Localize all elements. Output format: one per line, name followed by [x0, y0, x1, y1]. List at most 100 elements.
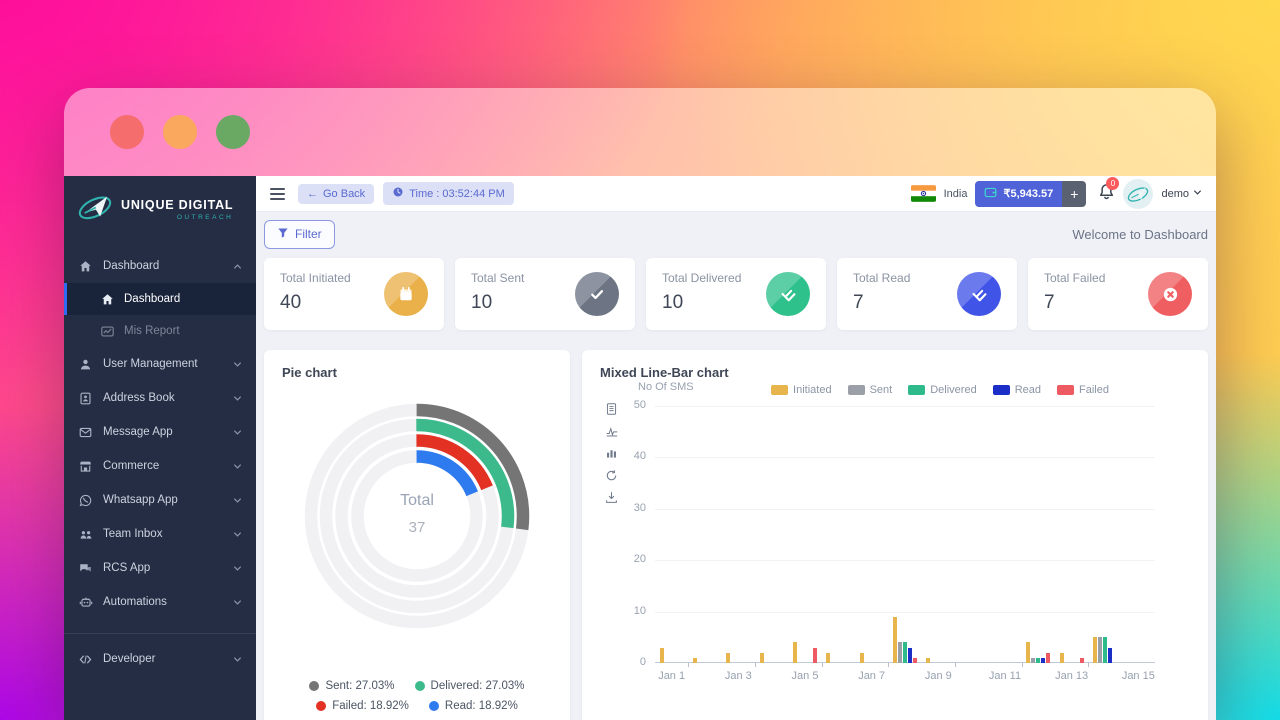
- app-frame: UNIQUE DIGITAL OUTREACH Dashboard Dashboa…: [64, 176, 1216, 720]
- x-tick-label: Jan 13: [1055, 670, 1089, 682]
- bar-initiated-jan3[interactable]: [726, 652, 731, 663]
- notifications-button[interactable]: 0: [1098, 176, 1120, 205]
- stat-label: Total Sent: [471, 271, 525, 285]
- sidebar-item-address-book[interactable]: Address Book: [64, 381, 256, 415]
- sidebar-item-message-app[interactable]: Message App: [64, 415, 256, 449]
- sidebar-item-label: Automations: [103, 596, 167, 608]
- bar-read-jan8[interactable]: [908, 647, 912, 663]
- add-funds-button[interactable]: +: [1062, 180, 1087, 207]
- check-icon: [575, 272, 619, 316]
- bar-failed-jan13[interactable]: [1079, 657, 1084, 663]
- download-icon[interactable]: [605, 491, 619, 504]
- x-axis-tick: [755, 663, 756, 667]
- x-axis-tick: [1088, 663, 1090, 667]
- mixed-legend-item-initiated[interactable]: Initiated: [771, 384, 832, 396]
- sidebar-item-rcs-app[interactable]: RCS App: [64, 551, 256, 585]
- close-traffic-light[interactable]: [110, 115, 144, 149]
- pie-legend-item-failed[interactable]: Failed: 18.92%: [316, 700, 409, 712]
- stat-card-total-failed: Total Failed 7: [1028, 258, 1208, 330]
- sidebar-item-team-inbox[interactable]: Team Inbox: [64, 517, 256, 551]
- stat-value: 10: [662, 292, 684, 313]
- donut-chart: Total 37: [301, 400, 533, 632]
- bar-initiated-jan7[interactable]: [859, 652, 864, 663]
- stat-label: Total Delivered: [662, 271, 742, 285]
- envelope-icon: [78, 425, 93, 440]
- data-view-icon[interactable]: [605, 402, 619, 416]
- sidebar-item-label: Developer: [103, 653, 156, 665]
- sidebar-item-user-management[interactable]: User Management: [64, 347, 256, 381]
- mixed-legend-label: Sent: [869, 384, 893, 396]
- stat-card-total-sent: Total Sent 10: [455, 258, 635, 330]
- bar-initiated-jan14[interactable]: [1093, 637, 1097, 663]
- pie-legend-item-sent[interactable]: Sent: 27.03%: [309, 680, 395, 692]
- bar-type-icon[interactable]: [605, 447, 619, 460]
- time-display: Time : 03:52:44 PM: [383, 182, 514, 205]
- pie-legend-item-delivered[interactable]: Delivered: 27.03%: [414, 680, 525, 692]
- sidebar-item-whatsapp-app[interactable]: Whatsapp App: [64, 483, 256, 517]
- sidebar-item-automations[interactable]: Automations: [64, 585, 256, 619]
- bar-failed-jan8[interactable]: [913, 657, 917, 663]
- bar-sent-jan12[interactable]: [1031, 657, 1036, 663]
- bar-failed-jan5[interactable]: [813, 647, 817, 663]
- sidebar-item-commerce[interactable]: Commerce: [64, 449, 256, 483]
- bar-read-jan14[interactable]: [1108, 647, 1112, 663]
- funnel-icon: [277, 227, 289, 242]
- sidebar-item-label: Message App: [103, 426, 173, 438]
- bar-initiated-jan6[interactable]: [826, 652, 831, 663]
- bar-initiated-jan12[interactable]: [1026, 642, 1031, 663]
- y-tick-label: 0: [639, 656, 646, 668]
- x-circle-icon: [1148, 272, 1192, 316]
- gridline: [655, 508, 1155, 510]
- user-avatar[interactable]: [1123, 178, 1154, 209]
- double-check-icon: [766, 272, 810, 316]
- bar-delivered-jan12[interactable]: [1036, 657, 1041, 663]
- legend-chip-icon: [908, 385, 926, 395]
- sidebar-item-developer[interactable]: Developer: [64, 642, 256, 676]
- bar-initiated-jan2[interactable]: [693, 657, 697, 663]
- gridline: [655, 560, 1155, 562]
- chevron-down-icon: [233, 530, 242, 539]
- calendar-icon: [384, 272, 428, 316]
- wallet-icon: [984, 186, 997, 202]
- sidebar-subitem-label: Dashboard: [124, 293, 181, 305]
- logo-title: UNIQUE DIGITAL: [121, 198, 234, 212]
- mixed-legend-item-read[interactable]: Read: [992, 384, 1041, 396]
- go-back-button[interactable]: ← Go Back: [298, 183, 375, 204]
- sidebar: UNIQUE DIGITAL OUTREACH Dashboard Dashboa…: [64, 176, 256, 720]
- user-menu[interactable]: demo: [1161, 188, 1202, 200]
- sidebar-subitem-mis-report[interactable]: Mis Report: [64, 315, 256, 347]
- refresh-icon[interactable]: [605, 469, 619, 482]
- logo-swoosh-icon: [76, 188, 114, 231]
- bar-sent-jan14[interactable]: [1098, 637, 1102, 663]
- bar-initiated-jan8[interactable]: [893, 616, 897, 663]
- bar-initiated-jan5[interactable]: [793, 642, 797, 663]
- pie-legend-item-read[interactable]: Read: 18.92%: [428, 700, 518, 712]
- wallet-balance-group: ₹5,943.57 +: [975, 180, 1087, 207]
- app-logo[interactable]: UNIQUE DIGITAL OUTREACH: [64, 176, 256, 241]
- bar-read-jan12[interactable]: [1041, 657, 1046, 663]
- sidebar-item-dashboard[interactable]: Dashboard: [64, 249, 256, 283]
- bar-initiated-jan4[interactable]: [759, 652, 764, 663]
- hamburger-menu-icon[interactable]: [270, 187, 285, 200]
- bar-initiated-jan9[interactable]: [926, 657, 931, 663]
- donut-center-value: 37: [408, 519, 426, 536]
- india-flag-icon: [910, 185, 936, 202]
- bar-delivered-jan8[interactable]: [903, 642, 907, 663]
- bar-initiated-jan1[interactable]: [659, 647, 664, 663]
- y-tick-label: 30: [633, 501, 646, 514]
- bar-sent-jan8[interactable]: [898, 642, 902, 663]
- chevron-down-icon: [233, 655, 242, 664]
- mixed-legend-item-delivered[interactable]: Delivered: [908, 384, 977, 396]
- minimize-traffic-light[interactable]: [163, 115, 197, 149]
- bar-failed-jan12[interactable]: [1046, 652, 1051, 663]
- y-tick-label: 20: [633, 553, 646, 566]
- bar-delivered-jan14[interactable]: [1103, 637, 1107, 663]
- line-type-icon[interactable]: [605, 425, 619, 438]
- wallet-balance[interactable]: ₹5,943.57: [975, 180, 1063, 207]
- filter-button[interactable]: Filter: [264, 219, 335, 249]
- sidebar-subitem-dashboard[interactable]: Dashboard: [64, 283, 256, 315]
- bar-initiated-jan13[interactable]: [1059, 652, 1064, 663]
- mixed-legend-item-sent[interactable]: Sent: [847, 384, 893, 396]
- mixed-legend-item-failed[interactable]: Failed: [1056, 384, 1109, 396]
- maximize-traffic-light[interactable]: [216, 115, 250, 149]
